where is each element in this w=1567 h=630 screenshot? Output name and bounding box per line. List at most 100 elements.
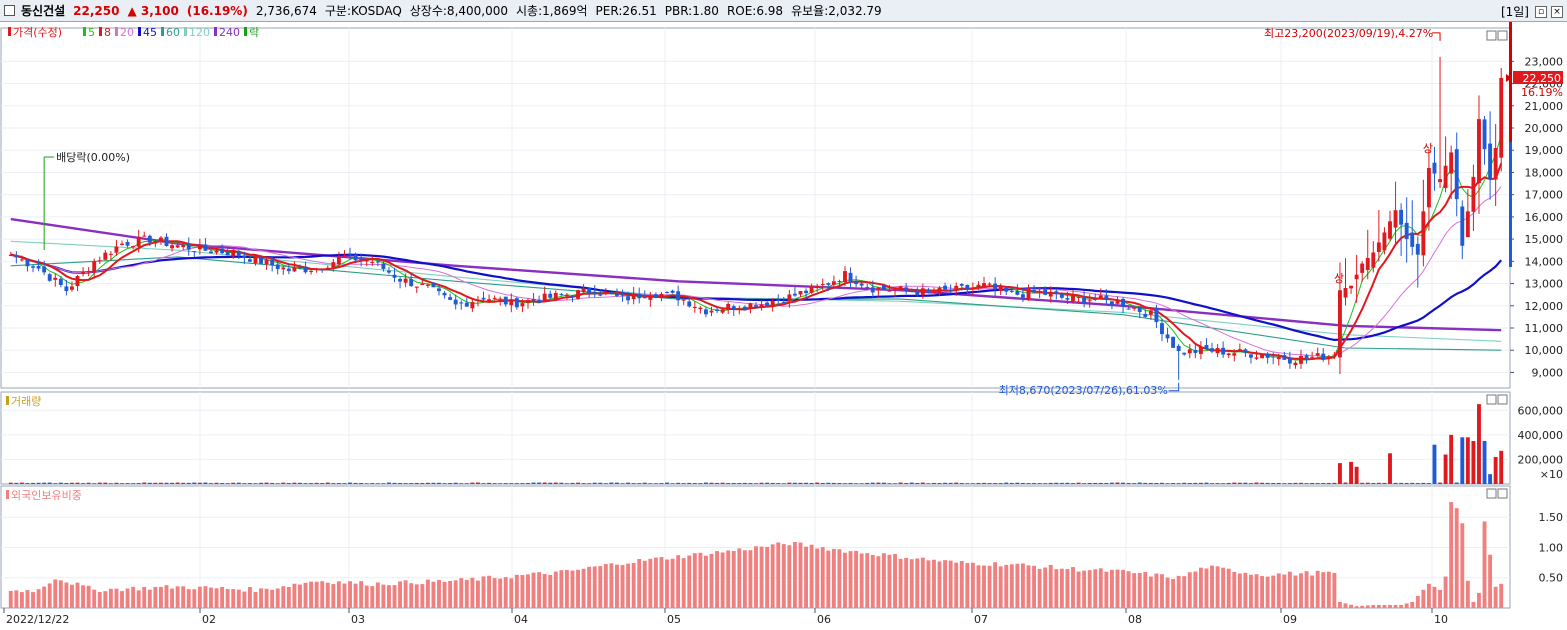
foreign-bar (1232, 571, 1237, 608)
volume-bar (320, 483, 325, 484)
panel-close-icon[interactable] (1497, 488, 1508, 499)
foreign-bar (1059, 568, 1064, 608)
restore-icon[interactable]: ▫ (1535, 5, 1547, 18)
foreign-bar (14, 590, 19, 608)
candle-body (387, 270, 391, 273)
date-tick-label: 06 (817, 613, 831, 626)
foreign-bar (36, 589, 41, 608)
foreign-bar (1343, 603, 1348, 608)
legend-swatch (244, 27, 247, 36)
foreign-bar (754, 546, 758, 608)
candle-body (70, 286, 74, 290)
candle-body (1388, 221, 1392, 239)
foreign-bar (1082, 570, 1087, 608)
volume-bar (1098, 482, 1103, 484)
foreign-bar (1471, 601, 1476, 608)
foreign-bar (1048, 564, 1053, 608)
candle-body (1048, 292, 1053, 297)
stock-name[interactable]: 동신건설 (21, 4, 66, 18)
volume-bar (25, 483, 30, 484)
date-tick-label: 04 (514, 613, 528, 626)
volume-bar (214, 482, 219, 484)
candle-body (1148, 310, 1153, 315)
candle-body (1488, 143, 1493, 180)
panel-close-icon[interactable] (1497, 30, 1508, 41)
candle-body (1226, 353, 1231, 356)
foreign-bar (909, 559, 914, 608)
foreign-bar (598, 566, 603, 608)
foreign-bar (1020, 563, 1025, 608)
candle-body (8, 254, 13, 256)
panel-close-icon[interactable] (1497, 394, 1508, 405)
candle-body (225, 252, 230, 256)
foreign-bar (431, 581, 436, 608)
candle-body (831, 281, 836, 285)
ma240-line (10, 217, 1502, 332)
volume-bar (1415, 483, 1420, 484)
candle-body (1337, 290, 1342, 358)
foreign-bar (147, 589, 152, 608)
candle-body (1109, 301, 1114, 306)
foreign-bar (31, 592, 35, 608)
candle-body (1343, 288, 1348, 298)
volume-bar (904, 483, 909, 484)
foreign-bar (1354, 606, 1359, 608)
candle-body (1132, 307, 1137, 309)
volume-bar (1438, 482, 1442, 484)
candle-body (153, 240, 158, 244)
volume-bar (1404, 482, 1409, 484)
volume-bar (765, 482, 770, 484)
foreign-bar (181, 586, 186, 608)
legend-swatch (83, 27, 86, 36)
foreign-bar (58, 580, 63, 608)
foreign-bar (1043, 567, 1048, 608)
foreign-bar (603, 564, 608, 608)
candle-body (292, 267, 297, 272)
legend-swatch (138, 27, 141, 36)
volume-bar (1354, 466, 1359, 484)
volume-bar (881, 482, 886, 484)
panel-restore-icon[interactable] (1486, 394, 1497, 405)
volume-bar (197, 482, 202, 484)
candle-body (576, 290, 580, 299)
period-selector[interactable]: [1일] (1500, 5, 1529, 19)
candle-body (893, 289, 897, 291)
panel-restore-icon[interactable] (1486, 30, 1497, 41)
select-checkbox[interactable] (4, 5, 15, 16)
date-tick-label: 08 (1128, 613, 1142, 626)
foreign-bar (197, 586, 202, 608)
foreign-bar (359, 581, 364, 608)
candle-body (342, 255, 347, 257)
candle-body (1465, 211, 1470, 238)
panel-restore-icon[interactable] (1486, 488, 1497, 499)
volume-bar (587, 483, 592, 484)
foreign-bar (615, 564, 619, 608)
foreign-bar (893, 553, 897, 608)
candle-body (648, 296, 653, 300)
candle-body (281, 267, 286, 270)
price-tick-label: 13,000 (1525, 278, 1564, 291)
foreign-bar (336, 581, 341, 608)
candle-body (270, 259, 275, 266)
foreign-bar (131, 586, 136, 608)
volume-bar (298, 482, 302, 484)
foreign-bar (1282, 574, 1287, 608)
candle-body (1171, 336, 1176, 348)
volume-bar (58, 482, 63, 484)
volume-bar (398, 482, 403, 484)
foreign-bar (587, 566, 592, 608)
volume-bar (681, 483, 686, 484)
foreign-bar (1154, 573, 1159, 608)
foreign-bar (1332, 572, 1337, 608)
close-icon[interactable]: × (1551, 5, 1563, 18)
legend-swatch (8, 27, 11, 36)
foreign-bar (820, 547, 825, 608)
foreign-bar (1493, 586, 1498, 608)
volume-bar (603, 483, 608, 484)
volume-bar (220, 483, 225, 484)
candle-body (698, 307, 703, 310)
volume-bar (114, 482, 119, 484)
foreign-bar (403, 580, 408, 608)
candle-body (192, 251, 197, 253)
foreign-bar (965, 563, 970, 608)
